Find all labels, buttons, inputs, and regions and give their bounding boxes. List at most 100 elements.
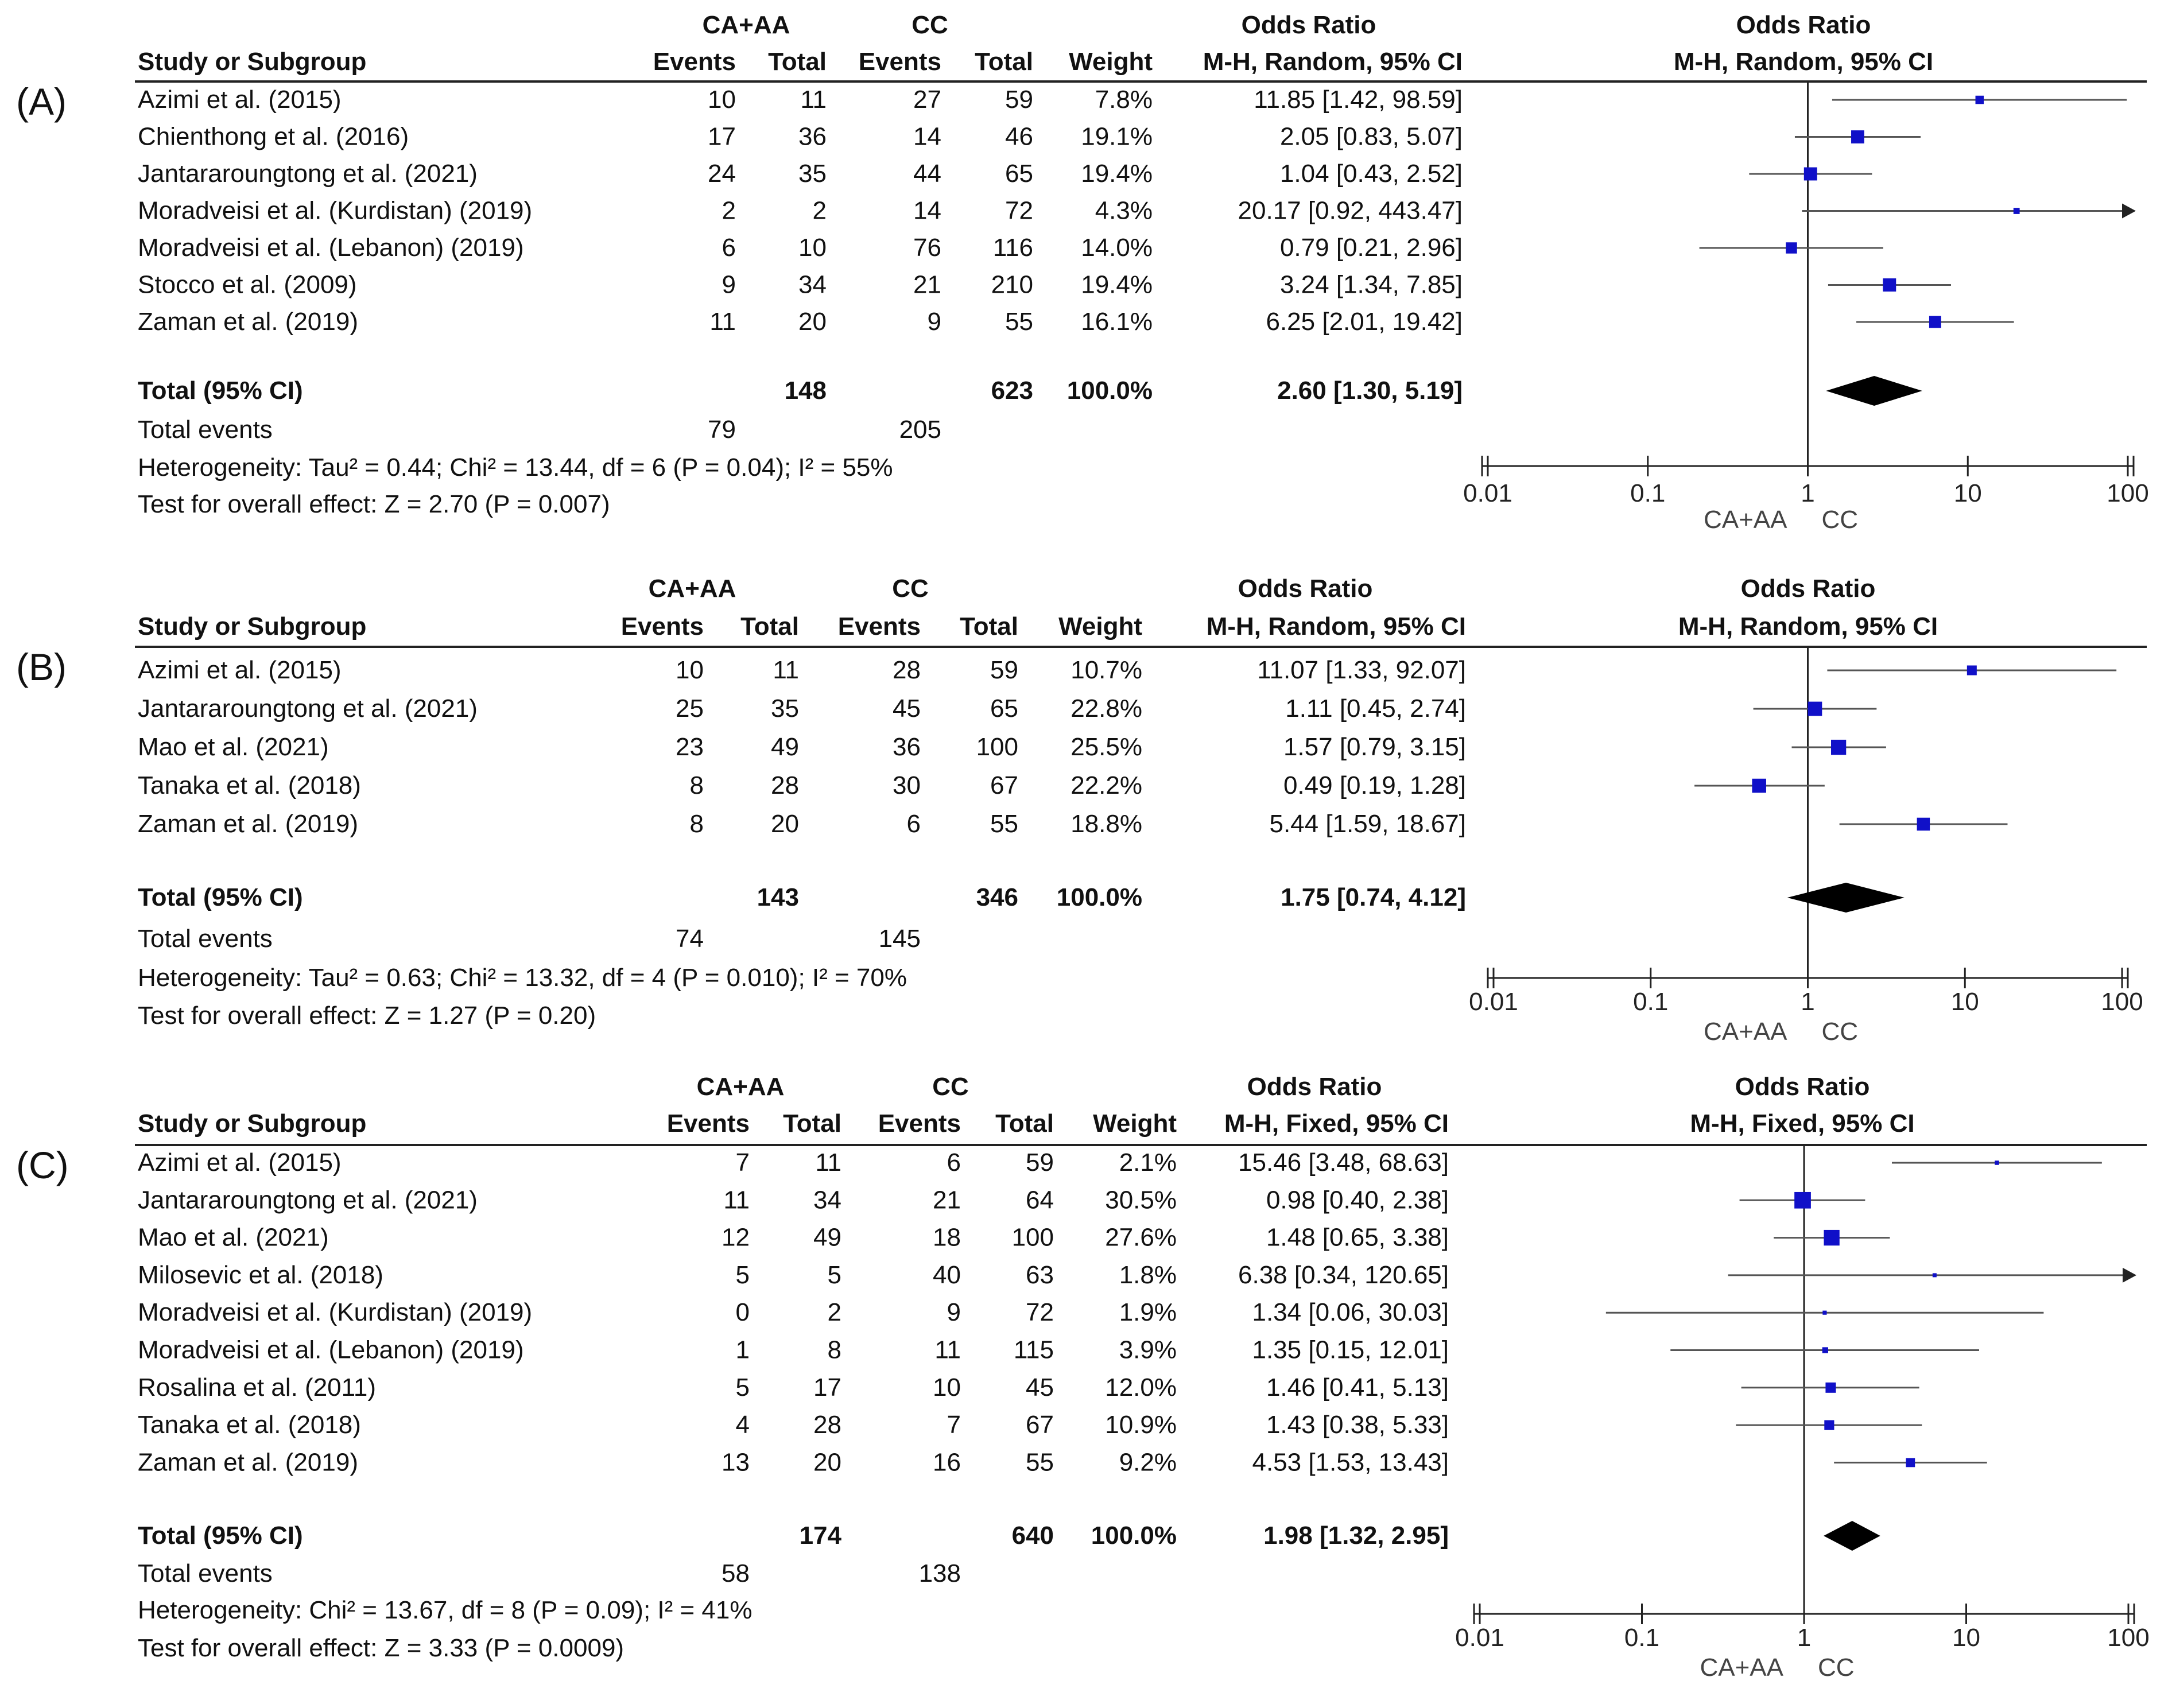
total2-value: 72 [1026, 1298, 1054, 1326]
study-row: Zaman et al. (2019) 13 20 16 55 9.2% 4.53 [1.5… [138, 1448, 1987, 1476]
events2-value: 36 [893, 733, 921, 761]
total1-value: 20 [813, 1448, 841, 1476]
effect-square [1794, 1191, 1811, 1209]
events2-header: Events [859, 48, 941, 76]
weight-value: 12.0% [1105, 1373, 1177, 1402]
study-name: Azimi et al. (2015) [138, 1148, 342, 1177]
odds-ratio-ci: 11.07 [1.33, 92.07] [1257, 656, 1466, 684]
study-name: Zaman et al. (2019) [138, 810, 358, 838]
total1-value: 8 [828, 1336, 841, 1364]
group1-header: CA+AA [649, 574, 736, 603]
weight-value: 14.0% [1081, 234, 1153, 262]
study-name: Moradveisi et al. (Lebanon) (2019) [138, 1336, 524, 1364]
x-tick-label: 10 [1954, 479, 1982, 507]
events1-value: 10 [708, 86, 736, 114]
x-tick-label: 10 [1951, 988, 1979, 1016]
study-name: Mao et al. (2021) [138, 1224, 329, 1252]
weight-value: 19.1% [1081, 123, 1153, 151]
x-tick-label: 10 [1952, 1624, 1980, 1652]
total1-value: 20 [798, 308, 827, 336]
study-row: Chienthong et al. (2016) 17 36 14 46 19.1% 2.0… [138, 123, 1921, 151]
overall-effect-text: Test for overall effect: Z = 2.70 (P = 0… [138, 490, 610, 518]
effect-square [1995, 1160, 1999, 1165]
effect-square [1825, 1382, 1836, 1393]
favours-left: CA+AA [1700, 1653, 1783, 1682]
events2-value: 9 [947, 1298, 961, 1326]
study-row: Mao et al. (2021) 23 49 36 100 25.5% 1.57 [0.7… [138, 733, 1886, 761]
events2-sum: 205 [899, 416, 941, 444]
total1-value: 11 [800, 86, 827, 114]
total2-value: 55 [1026, 1448, 1054, 1476]
effect-square [1917, 817, 1930, 831]
total2-sum: 346 [976, 883, 1018, 911]
effect-square [1975, 95, 1984, 104]
effect-square [1906, 1458, 1915, 1468]
total2-header: Total [960, 612, 1018, 640]
total2-value: 115 [1014, 1336, 1054, 1364]
study-name: Azimi et al. (2015) [138, 86, 342, 114]
method-header: M-H, Fixed, 95% CI [1224, 1109, 1449, 1138]
total1-header: Total [740, 612, 799, 640]
events2-value: 21 [913, 271, 941, 299]
total2-value: 55 [1005, 308, 1033, 336]
odds-ratio-ci: 2.05 [0.83, 5.07] [1280, 123, 1463, 151]
study-name: Chienthong et al. (2016) [138, 123, 409, 151]
events2-value: 10 [933, 1373, 961, 1402]
events2-value: 44 [913, 160, 941, 188]
total2-header: Total [975, 48, 1033, 76]
odds-ratio-ci: 1.43 [0.38, 5.33] [1266, 1411, 1449, 1439]
weight-value: 1.8% [1119, 1261, 1177, 1289]
events2-value: 11 [934, 1336, 961, 1364]
odds-ratio-ci: 1.48 [0.65, 3.38] [1266, 1224, 1449, 1252]
total1-value: 11 [773, 656, 799, 684]
total-row: Total (95% CI) 143 346 100.0% 1.75 [0.74, 4.… [138, 883, 1905, 913]
plot-header-title: Odds Ratio [1736, 11, 1871, 39]
forest-panel-b: (B) CA+AA CC Odds Ratio Odds Ratio Study or S… [16, 574, 2147, 1046]
weight-header: Weight [1058, 612, 1142, 640]
total1-value: 49 [771, 733, 799, 761]
total2-value: 67 [990, 771, 1018, 799]
effect-square [1830, 739, 1847, 755]
odds-ratio-ci: 5.44 [1.59, 18.67] [1269, 810, 1466, 838]
total-label: Total (95% CI) [138, 376, 303, 405]
group2-header: CC [932, 1073, 969, 1101]
effect-square [1786, 242, 1797, 254]
study-name: Zaman et al. (2019) [138, 308, 358, 336]
total1-value: 17 [813, 1373, 841, 1402]
study-name: Moradveisi et al. (Kurdistan) (2019) [138, 1298, 532, 1326]
total1-header: Total [768, 48, 827, 76]
events1-value: 11 [709, 308, 736, 336]
pooled-diamond [1826, 376, 1922, 406]
events2-value: 7 [947, 1411, 961, 1439]
odds-ratio-header: Odds Ratio [1242, 11, 1376, 39]
total1-value: 11 [815, 1148, 841, 1177]
total2-value: 59 [1026, 1148, 1054, 1177]
events1-value: 2 [722, 197, 736, 225]
odds-ratio-ci: 11.85 [1.42, 98.59] [1254, 86, 1463, 114]
weight-value: 19.4% [1081, 160, 1153, 188]
total2-value: 64 [1026, 1186, 1054, 1214]
total2-value: 63 [1026, 1261, 1054, 1289]
weight-value: 22.8% [1071, 694, 1142, 723]
odds-ratio-header: Odds Ratio [1247, 1073, 1382, 1101]
odds-ratio-ci: 0.98 [0.40, 2.38] [1266, 1186, 1449, 1214]
heterogeneity-text: Heterogeneity: Chi² = 13.67, df = 8 (P =… [138, 1596, 752, 1624]
total1-value: 28 [813, 1411, 841, 1439]
total1-value: 2 [813, 197, 827, 225]
events1-header: Events [667, 1109, 750, 1138]
x-tick-label: 0.1 [1624, 1624, 1659, 1652]
study-row: Moradveisi et al. (Lebanon) (2019) 1 8 11 11… [138, 1336, 1979, 1364]
events1-sum: 58 [722, 1559, 750, 1587]
pooled-ci: 1.98 [1.32, 2.95] [1263, 1521, 1449, 1550]
events1-header: Events [653, 48, 736, 76]
events-label: Total events [138, 1559, 273, 1587]
weight-value: 10.7% [1071, 656, 1142, 684]
study-header: Study or Subgroup [138, 48, 366, 76]
total1-value: 35 [798, 160, 827, 188]
favours-left: CA+AA [1704, 1018, 1787, 1046]
odds-ratio-ci: 0.79 [0.21, 2.96] [1280, 234, 1463, 262]
events-row: Total events 58 138 [138, 1559, 961, 1587]
weight-header: Weight [1093, 1109, 1177, 1138]
total1-value: 34 [798, 271, 827, 299]
